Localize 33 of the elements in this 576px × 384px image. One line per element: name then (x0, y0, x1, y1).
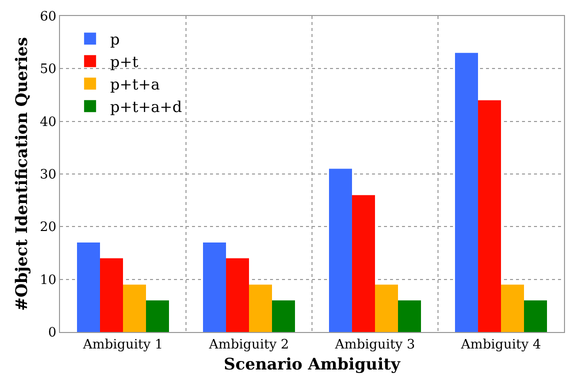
bar (375, 284, 398, 332)
y-tick-label: 0 (48, 326, 56, 341)
y-tick-label: 10 (40, 272, 56, 288)
x-tick-label: Ambiguity 2 (208, 338, 290, 353)
legend-label: p+t+a+d (110, 98, 182, 116)
bar (272, 300, 295, 332)
bar (524, 300, 547, 332)
y-axis-title: #Object Identification Queries (12, 37, 31, 311)
y-tick-label: 60 (40, 10, 56, 25)
bar (77, 242, 100, 332)
bar (455, 52, 478, 332)
legend-label: p+t (110, 52, 138, 71)
bar (478, 100, 501, 332)
bar (398, 300, 421, 332)
bar (146, 300, 169, 332)
x-tick-label: Ambiguity 3 (334, 338, 416, 353)
bar (123, 284, 146, 332)
legend-label: p (110, 30, 120, 48)
y-tick-label: 30 (40, 168, 56, 183)
bar (329, 168, 352, 332)
bar (203, 242, 226, 332)
y-tick-label: 50 (40, 62, 56, 78)
bar (249, 284, 272, 332)
y-tick-label: 40 (40, 114, 56, 130)
bar (100, 258, 123, 332)
y-tick-label: 20 (40, 220, 56, 236)
x-axis-title: Scenario Ambiguity (224, 354, 401, 374)
legend-label: p+t+a (110, 75, 160, 94)
x-tick-label: Ambiguity 1 (82, 338, 164, 353)
x-tick-label: Ambiguity 4 (460, 338, 542, 353)
bar (226, 258, 249, 332)
bar (501, 284, 524, 332)
bar (352, 195, 375, 332)
